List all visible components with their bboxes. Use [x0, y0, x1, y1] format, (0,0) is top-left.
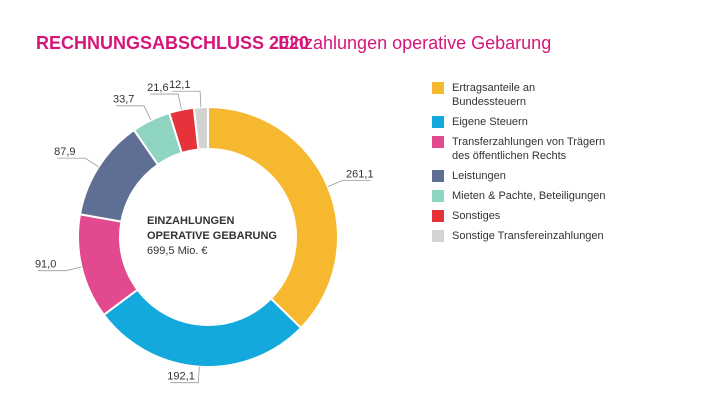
chart-subtitle: Einzahlungen operative Gebarung	[278, 33, 551, 53]
legend-swatch	[432, 82, 444, 94]
legend-item: Leistungen	[432, 170, 632, 183]
leader-line	[327, 179, 371, 187]
legend-item: Transferzahlungen von Trägern des öffent…	[432, 136, 632, 163]
legend-item: Ertragsanteile an Bundessteuern	[432, 82, 632, 109]
legend-swatch	[432, 210, 444, 222]
legend-swatch	[432, 136, 444, 148]
leader-line	[57, 157, 99, 168]
donut-segment	[207, 105, 339, 330]
legend-item: Mieten & Pachte, Beteiligungen	[432, 190, 632, 203]
donut-segment	[192, 105, 209, 151]
data-label: 261,1	[346, 168, 374, 180]
data-label: 21,6	[147, 82, 168, 94]
legend-label: Leistungen	[452, 170, 506, 182]
center-label: 699,5 Mio. €	[147, 245, 208, 257]
center-label: OPERATIVE GEBARUNG	[147, 230, 277, 242]
legend-swatch	[432, 190, 444, 202]
chart-title: RECHNUNGSABSCHLUSS 2020	[36, 33, 309, 53]
center-label: EINZAHLUNGEN	[147, 215, 234, 227]
legend-label: Transferzahlungen von Trägern des öffent…	[452, 136, 606, 162]
leader-line	[150, 93, 182, 110]
data-label: 12,1	[169, 79, 190, 91]
data-label: 33,7	[113, 94, 134, 106]
leader-line	[115, 105, 152, 121]
leader-line	[37, 266, 82, 272]
legend-label: Ertragsanteile an Bundessteuern	[452, 82, 536, 108]
legend-label: Sonstige Transfereinzahlungen	[452, 230, 604, 242]
data-label: 87,9	[54, 146, 75, 158]
legend-item: Sonstiges	[432, 210, 632, 223]
legend-item: Sonstige Transfereinzahlungen	[432, 230, 632, 243]
data-label: 91,0	[35, 259, 56, 271]
data-label: 192,1	[167, 371, 195, 383]
legend-label: Mieten & Pachte, Beteiligungen	[452, 190, 606, 202]
leader-line	[172, 90, 202, 108]
legend-label: Eigene Steuern	[452, 116, 528, 128]
donut-segment	[102, 288, 303, 368]
leader-line	[170, 366, 200, 384]
legend-label: Sonstiges	[452, 210, 501, 222]
legend-swatch	[432, 230, 444, 242]
legend: Ertragsanteile an Bundessteuern Eigene St…	[432, 82, 632, 250]
legend-swatch	[432, 116, 444, 128]
legend-item: Eigene Steuern	[432, 116, 632, 129]
legend-swatch	[432, 170, 444, 182]
